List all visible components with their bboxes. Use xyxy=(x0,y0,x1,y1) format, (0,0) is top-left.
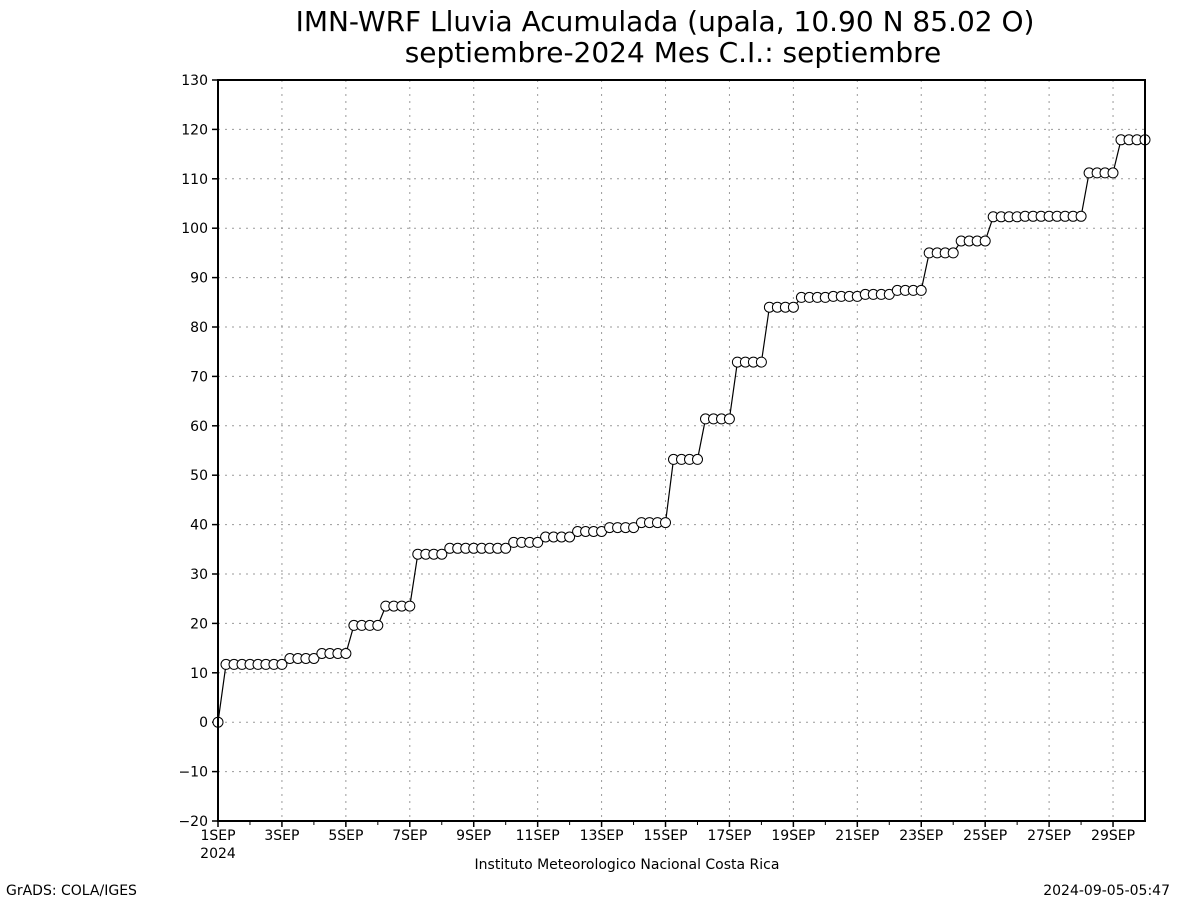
y-tick-label: 40 xyxy=(190,518,208,534)
data-point xyxy=(755,356,767,368)
x-axis-ticks: 1SEP 2024 3SEP 5SEP 7SEP 9SEP 11SEP 13SEP 15SEP 1… xyxy=(200,821,1135,862)
y-tick-label: 80 xyxy=(190,320,208,336)
data-point xyxy=(723,413,735,425)
y-tick-label: 90 xyxy=(190,271,208,287)
x-axis-label: Instituto Meteorologico Nacional Costa R… xyxy=(475,857,780,873)
y-tick-label: 120 xyxy=(181,122,208,138)
y-tick-label: 130 xyxy=(181,73,208,89)
data-point xyxy=(500,542,512,554)
series-line xyxy=(217,139,1145,723)
x-tick-label: 9SEP xyxy=(456,828,491,844)
x-tick-label: 11SEP xyxy=(516,828,560,844)
y-tick-label: −20 xyxy=(178,814,208,830)
data-point xyxy=(308,653,320,664)
y-tick-label: 100 xyxy=(181,221,208,237)
footer-left: GrADS: COLA/IGES xyxy=(6,883,137,899)
chart-subtitle: septiembre-2024 Mes C.I.: septiembre xyxy=(405,36,942,69)
y-tick-label: 20 xyxy=(190,616,208,632)
data-point xyxy=(276,658,288,670)
x-tick-label: 21SEP xyxy=(835,828,879,844)
data-point xyxy=(564,531,576,543)
y-axis-ticks: −20 −10 0 10 20 30 40 50 60 70 80 90 100 110 120 130 xyxy=(178,73,218,830)
data-point xyxy=(436,548,448,560)
x-tick-label: 7SEP xyxy=(392,828,427,844)
y-tick-label: 10 xyxy=(190,666,208,682)
grid-lines xyxy=(218,80,1145,821)
x-tick-label: 1SEP xyxy=(200,828,235,844)
data-point xyxy=(372,619,384,631)
x-tick-label: 25SEP xyxy=(963,828,1007,844)
x-tick-sublabel: 2024 xyxy=(200,846,236,862)
x-tick-label: 29SEP xyxy=(1091,828,1135,844)
data-point xyxy=(947,247,959,259)
data-point xyxy=(340,648,352,659)
data-point xyxy=(692,453,703,465)
y-tick-label: 0 xyxy=(199,715,208,731)
data-point xyxy=(1075,210,1087,222)
y-tick-label: 110 xyxy=(181,172,208,188)
data-point xyxy=(660,517,671,529)
x-tick-label: 3SEP xyxy=(264,828,299,844)
y-tick-label: 60 xyxy=(190,419,208,435)
plot-frame xyxy=(217,79,1146,822)
y-tick-label: 70 xyxy=(190,369,208,385)
data-point xyxy=(979,235,991,247)
data-point xyxy=(787,301,799,313)
y-tick-label: 50 xyxy=(190,468,208,484)
data-point xyxy=(1107,167,1119,179)
x-tick-label: 27SEP xyxy=(1027,828,1071,844)
series-accumulated-rain xyxy=(212,134,1151,728)
y-tick-label: 30 xyxy=(190,567,208,583)
data-point xyxy=(532,536,544,548)
x-tick-label: 23SEP xyxy=(899,828,943,844)
x-tick-label: 13SEP xyxy=(580,828,624,844)
x-tick-label: 17SEP xyxy=(707,828,751,844)
data-point xyxy=(915,284,927,296)
x-tick-label: 5SEP xyxy=(328,828,363,844)
x-tick-label: 19SEP xyxy=(771,828,815,844)
data-point xyxy=(404,600,416,612)
data-point xyxy=(628,522,640,534)
y-tick-label: −10 xyxy=(178,765,208,781)
x-tick-label: 15SEP xyxy=(644,828,688,844)
chart-title: IMN-WRF Lluvia Acumulada (upala, 10.90 N… xyxy=(296,5,1035,38)
footer-right: 2024-09-05-05:47 xyxy=(1043,883,1170,899)
